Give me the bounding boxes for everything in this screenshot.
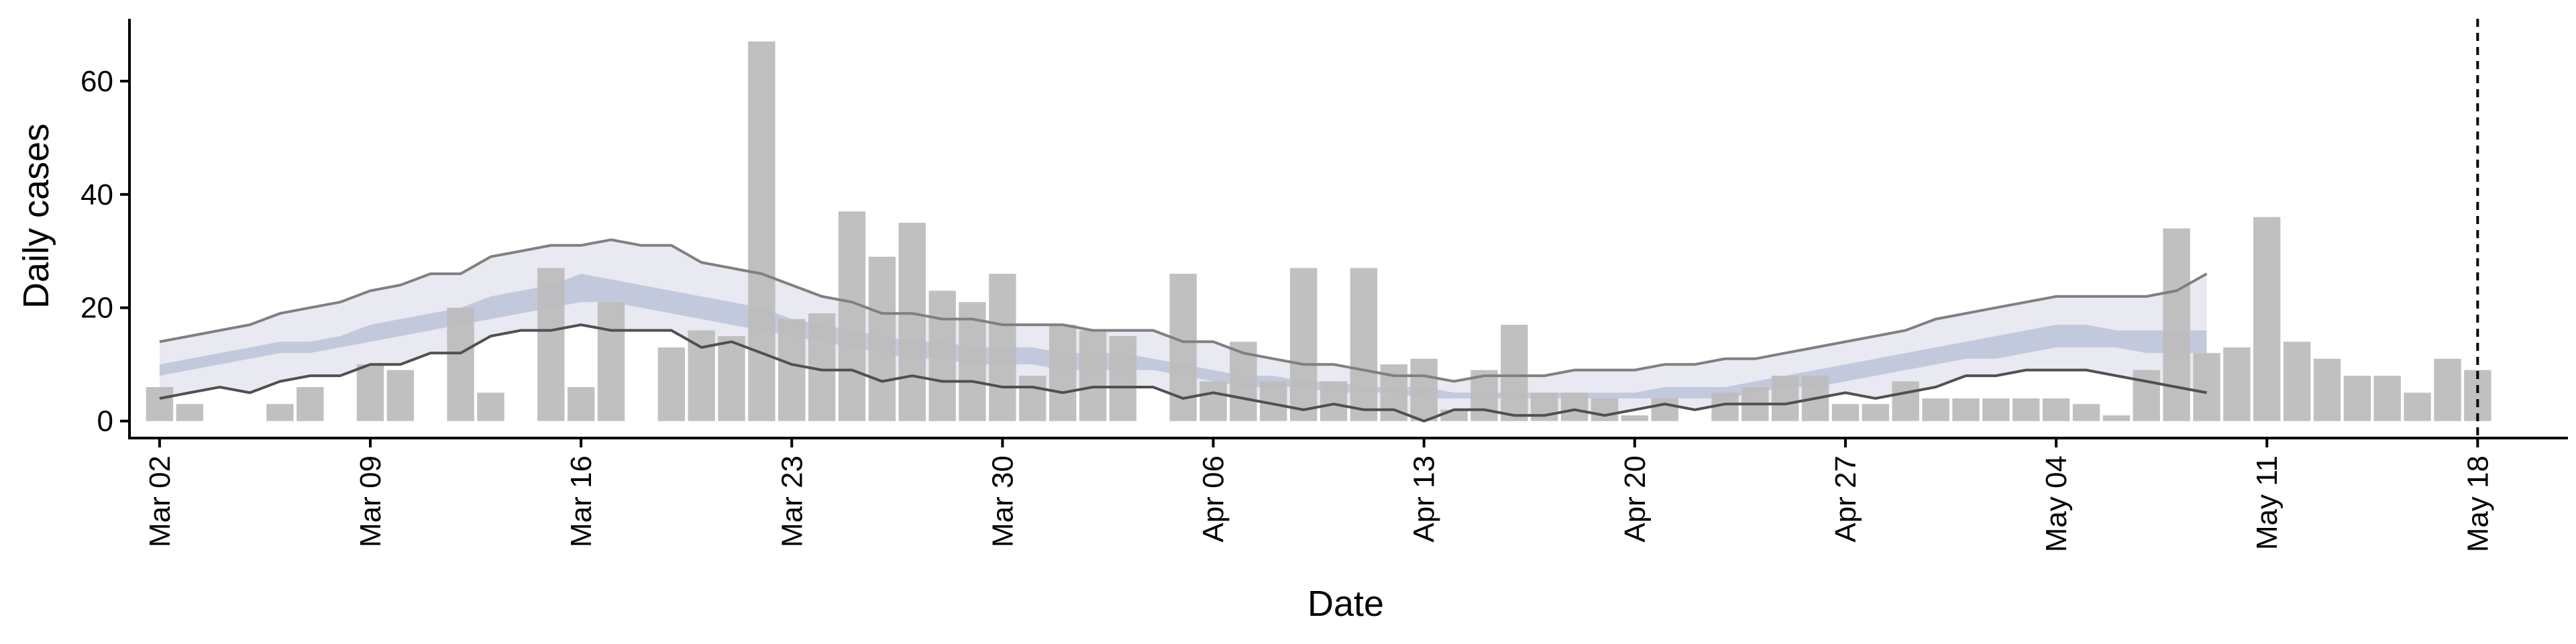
y-tick-label: 60 — [80, 65, 113, 98]
x-tick-label: Apr 27 — [1829, 455, 1862, 543]
bar-mar-10 — [386, 370, 415, 421]
x-tick-label: May 11 — [2251, 455, 2284, 550]
bar-apr-17 — [1531, 392, 1558, 421]
x-tick-label: Apr 13 — [1408, 455, 1441, 543]
bar-apr-09 — [1290, 268, 1318, 421]
bar-may-17 — [2434, 358, 2461, 421]
bar-apr-06 — [1199, 381, 1227, 421]
daily-case-bars — [146, 41, 2491, 421]
bar-may-14 — [2343, 376, 2371, 421]
x-tick-label: Mar 16 — [565, 455, 598, 547]
x-tick-label: Mar 23 — [775, 455, 808, 547]
y-axis-title: Daily cases — [16, 123, 56, 309]
bar-apr-25 — [1772, 376, 1799, 421]
bar-mar-16 — [568, 387, 595, 421]
bar-apr-14 — [1440, 409, 1468, 421]
bar-apr-10 — [1320, 381, 1348, 421]
y-tick-label: 0 — [97, 405, 113, 438]
bar-mar-25 — [838, 211, 866, 421]
x-tick-label: Mar 30 — [986, 455, 1019, 547]
bar-apr-27 — [1831, 404, 1860, 421]
bar-may-16 — [2404, 392, 2431, 421]
bar-may-06 — [2102, 415, 2131, 421]
x-tick-label: May 18 — [2461, 455, 2494, 552]
bar-apr-30 — [1922, 398, 1949, 421]
bar-apr-20 — [1621, 415, 1648, 421]
bar-may-05 — [2072, 404, 2100, 421]
bar-mar-31 — [1019, 376, 1046, 421]
bar-apr-29 — [1892, 381, 1919, 421]
bar-may-04 — [2042, 398, 2070, 421]
bar-apr-01 — [1049, 325, 1077, 421]
bar-mar-21 — [718, 336, 745, 421]
bar-apr-19 — [1591, 398, 1619, 421]
bar-may-07 — [2133, 370, 2160, 421]
bar-apr-02 — [1079, 330, 1107, 421]
axes: 0 20 40 60 Mar 02 Mar 09 Mar 16 Mar 23 Mar 30 Apr… — [80, 19, 2568, 552]
bar-mar-06 — [266, 404, 294, 421]
bar-apr-18 — [1560, 392, 1589, 421]
x-tick-label: Mar 02 — [144, 455, 176, 547]
bar-apr-28 — [1862, 404, 1889, 421]
bar-apr-11 — [1350, 268, 1378, 421]
bar-may-11 — [2253, 217, 2281, 421]
interval-bands — [159, 239, 2207, 421]
y-tick-label: 20 — [80, 292, 113, 325]
bar-mar-28 — [928, 290, 956, 421]
bar-mar-17 — [597, 302, 625, 421]
bar-mar-30 — [989, 274, 1016, 421]
bar-mar-20 — [688, 330, 715, 421]
bar-may-12 — [2283, 341, 2311, 421]
upper-bound-line — [159, 238, 2208, 383]
bar-mar-02 — [146, 387, 174, 421]
band-50 — [159, 274, 2207, 398]
bar-apr-21 — [1651, 398, 1678, 421]
bar-may-02 — [1982, 398, 2010, 421]
bar-may-13 — [2313, 358, 2341, 421]
bar-may-15 — [2373, 376, 2401, 421]
bar-apr-13 — [1410, 358, 1438, 421]
band-90 — [159, 239, 2207, 421]
bar-mar-09 — [356, 364, 384, 421]
bar-may-09 — [2193, 353, 2220, 421]
bar-mar-26 — [868, 256, 896, 421]
interval-bound-lines — [159, 19, 2479, 438]
bar-mar-27 — [898, 223, 926, 421]
x-axis-title: Date — [1307, 584, 1384, 624]
bar-mar-22 — [748, 41, 775, 421]
x-tick-label: Apr 20 — [1619, 455, 1652, 543]
y-tick-label: 40 — [80, 178, 113, 211]
bar-mar-23 — [778, 319, 806, 421]
bar-apr-16 — [1501, 325, 1528, 421]
bar-may-01 — [1952, 398, 1980, 421]
bar-may-03 — [2012, 398, 2040, 421]
bar-mar-15 — [537, 268, 565, 421]
bar-mar-19 — [657, 347, 685, 421]
bar-mar-13 — [477, 392, 504, 421]
x-tick-label: Mar 09 — [354, 455, 387, 547]
bar-apr-03 — [1109, 336, 1137, 421]
bar-mar-07 — [297, 387, 324, 421]
x-tick-label: May 04 — [2040, 455, 2073, 552]
lower-bound-line — [159, 323, 2207, 423]
bar-may-08 — [2163, 228, 2190, 421]
x-tick-label: Apr 06 — [1197, 455, 1230, 543]
bar-may-10 — [2223, 347, 2251, 421]
bar-mar-12 — [447, 307, 474, 421]
bar-mar-03 — [176, 404, 203, 421]
